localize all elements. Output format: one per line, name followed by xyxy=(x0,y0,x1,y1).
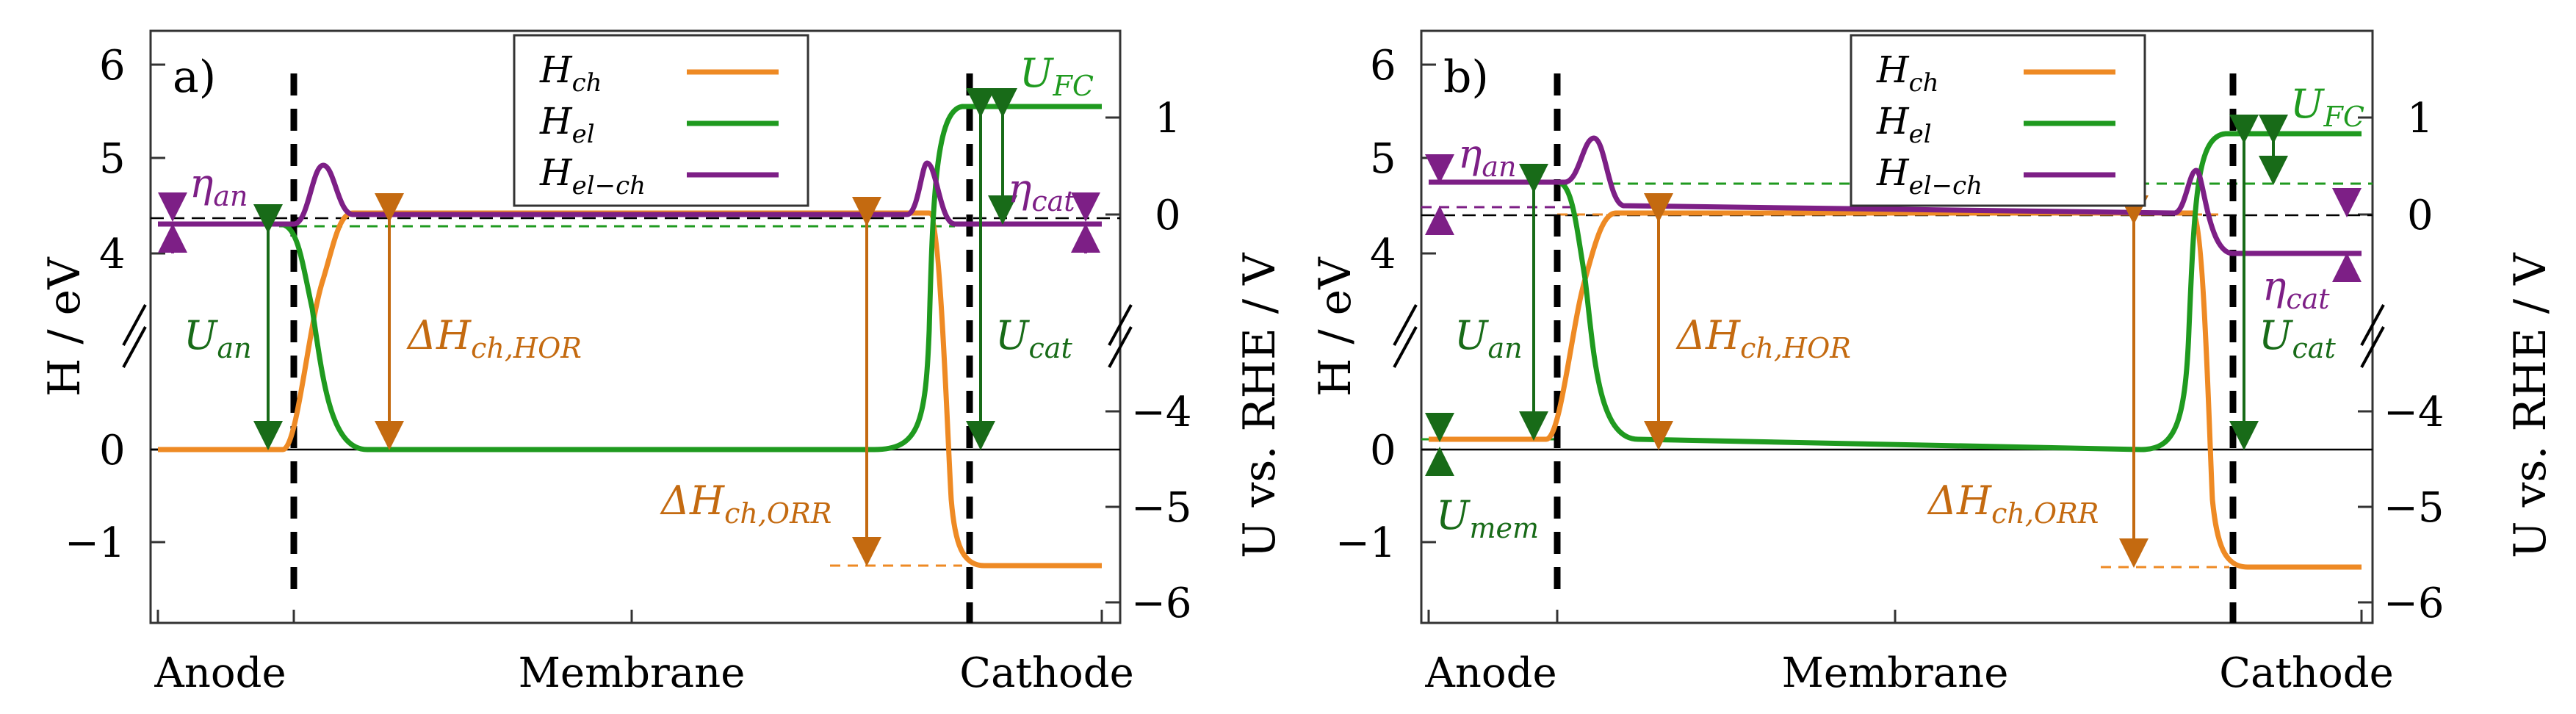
right-axis-title: U vs. RHE / V xyxy=(2505,252,2556,558)
left-axis-title: H / eV xyxy=(1310,256,1361,397)
x-category-label: Cathode xyxy=(2219,649,2394,697)
left-tick-label: 4 xyxy=(99,231,126,278)
right-tick-label: −5 xyxy=(1131,484,1192,532)
annotations: Uan ΔHch,HOR ΔHch,ORR Ucat UFC Umem ηan … xyxy=(1425,81,2364,568)
right-tick-label: 1 xyxy=(2407,95,2434,143)
label-u-fc: UFC xyxy=(2290,81,2364,133)
axis-break xyxy=(1108,304,1133,368)
left-tick-label: −1 xyxy=(1335,519,1396,567)
legend-label: Hch xyxy=(1876,48,1939,98)
legend-label: Hel−ch xyxy=(539,151,646,201)
right-tick-label: −4 xyxy=(2384,389,2445,436)
series-h-el-ch xyxy=(1429,135,2362,256)
label-eta-cat: ηcat xyxy=(2262,263,2330,315)
label-u-mem: Umem xyxy=(1436,492,1539,544)
left-tick-label: 4 xyxy=(1370,231,1396,278)
right-axis: 1 0 −4 −5 −6 U vs. RHE / V xyxy=(1105,95,1285,627)
left-tick-label: 5 xyxy=(1370,135,1396,183)
panel-label: a) xyxy=(173,51,216,103)
x-axis: Anode Membrane Cathode xyxy=(154,610,1134,697)
left-tick-label: 6 xyxy=(99,42,126,90)
label-dh-hor: ΔHch,HOR xyxy=(1675,312,1851,364)
right-tick-label: −5 xyxy=(2384,484,2445,532)
legend-label: Hel xyxy=(1876,100,1932,149)
axis-break xyxy=(2360,304,2385,368)
label-dh-orr: ΔHch,ORR xyxy=(1927,477,2099,530)
x-category-label: Anode xyxy=(154,649,286,697)
label-u-fc: UFC xyxy=(1020,50,1094,102)
legend: Hch Hel Hel−ch xyxy=(513,34,809,207)
left-tick-label: 6 xyxy=(1370,42,1396,90)
legend-label: Hch xyxy=(539,48,602,98)
axis-break xyxy=(122,304,147,368)
label-u-an: Uan xyxy=(184,312,252,364)
label-dh-orr: ΔHch,ORR xyxy=(660,477,831,530)
x-category-label: Membrane xyxy=(1782,649,2009,697)
x-category-label: Anode xyxy=(1424,649,1556,697)
panel-label: b) xyxy=(1443,51,1489,103)
series-h-ch xyxy=(158,210,1102,569)
label-u-cat: Ucat xyxy=(2259,312,2336,364)
left-tick-label: 5 xyxy=(99,135,126,183)
legend: Hch Hel Hel−ch xyxy=(1850,34,2146,207)
label-u-an: Uan xyxy=(1454,312,1523,364)
panel-b: b) 6 5 4 0 −1 H / eV 1 0 −4 xyxy=(1310,29,2556,697)
right-axis-title: U vs. RHE / V xyxy=(1234,252,1285,558)
right-axis: 1 0 −4 −5 −6 U vs. RHE / V xyxy=(2358,95,2556,627)
axis-break xyxy=(1393,304,1418,368)
label-eta-cat: ηcat xyxy=(1008,165,1075,217)
x-category-label: Membrane xyxy=(519,649,746,697)
annotations: Uan ΔHch,HOR ΔHch,ORR Ucat UFC ηan ηcat xyxy=(158,50,1100,566)
series-h-el-ch xyxy=(158,160,1102,227)
right-tick-label: 0 xyxy=(1155,192,1181,239)
left-axis: 6 5 4 0 −1 H / eV xyxy=(1310,42,1436,567)
x-category-label: Cathode xyxy=(959,649,1134,697)
left-axis: 6 5 4 0 −1 H / eV xyxy=(39,42,165,567)
right-tick-label: −6 xyxy=(1131,580,1192,627)
right-tick-label: −6 xyxy=(2384,580,2445,627)
label-eta-an: ηan xyxy=(190,160,248,212)
left-axis-title: H / eV xyxy=(39,256,90,397)
panel-a: a) 6 5 4 0 −1 H / eV 1 xyxy=(39,29,1285,697)
label-u-cat: Ucat xyxy=(995,312,1072,364)
left-tick-label: 0 xyxy=(99,427,126,475)
legend-label: Hel xyxy=(539,100,595,149)
right-tick-label: 0 xyxy=(2407,192,2434,239)
x-axis: Anode Membrane Cathode xyxy=(1424,610,2394,697)
left-tick-label: 0 xyxy=(1370,427,1396,475)
series-h-ch xyxy=(1429,210,2362,570)
legend-label: Hel−ch xyxy=(1876,151,1982,201)
label-eta-an: ηan xyxy=(1458,131,1517,183)
label-dh-hor: ΔHch,HOR xyxy=(406,312,582,364)
right-tick-label: 1 xyxy=(1155,95,1181,143)
right-tick-label: −4 xyxy=(1131,389,1192,436)
left-tick-label: −1 xyxy=(65,519,126,567)
